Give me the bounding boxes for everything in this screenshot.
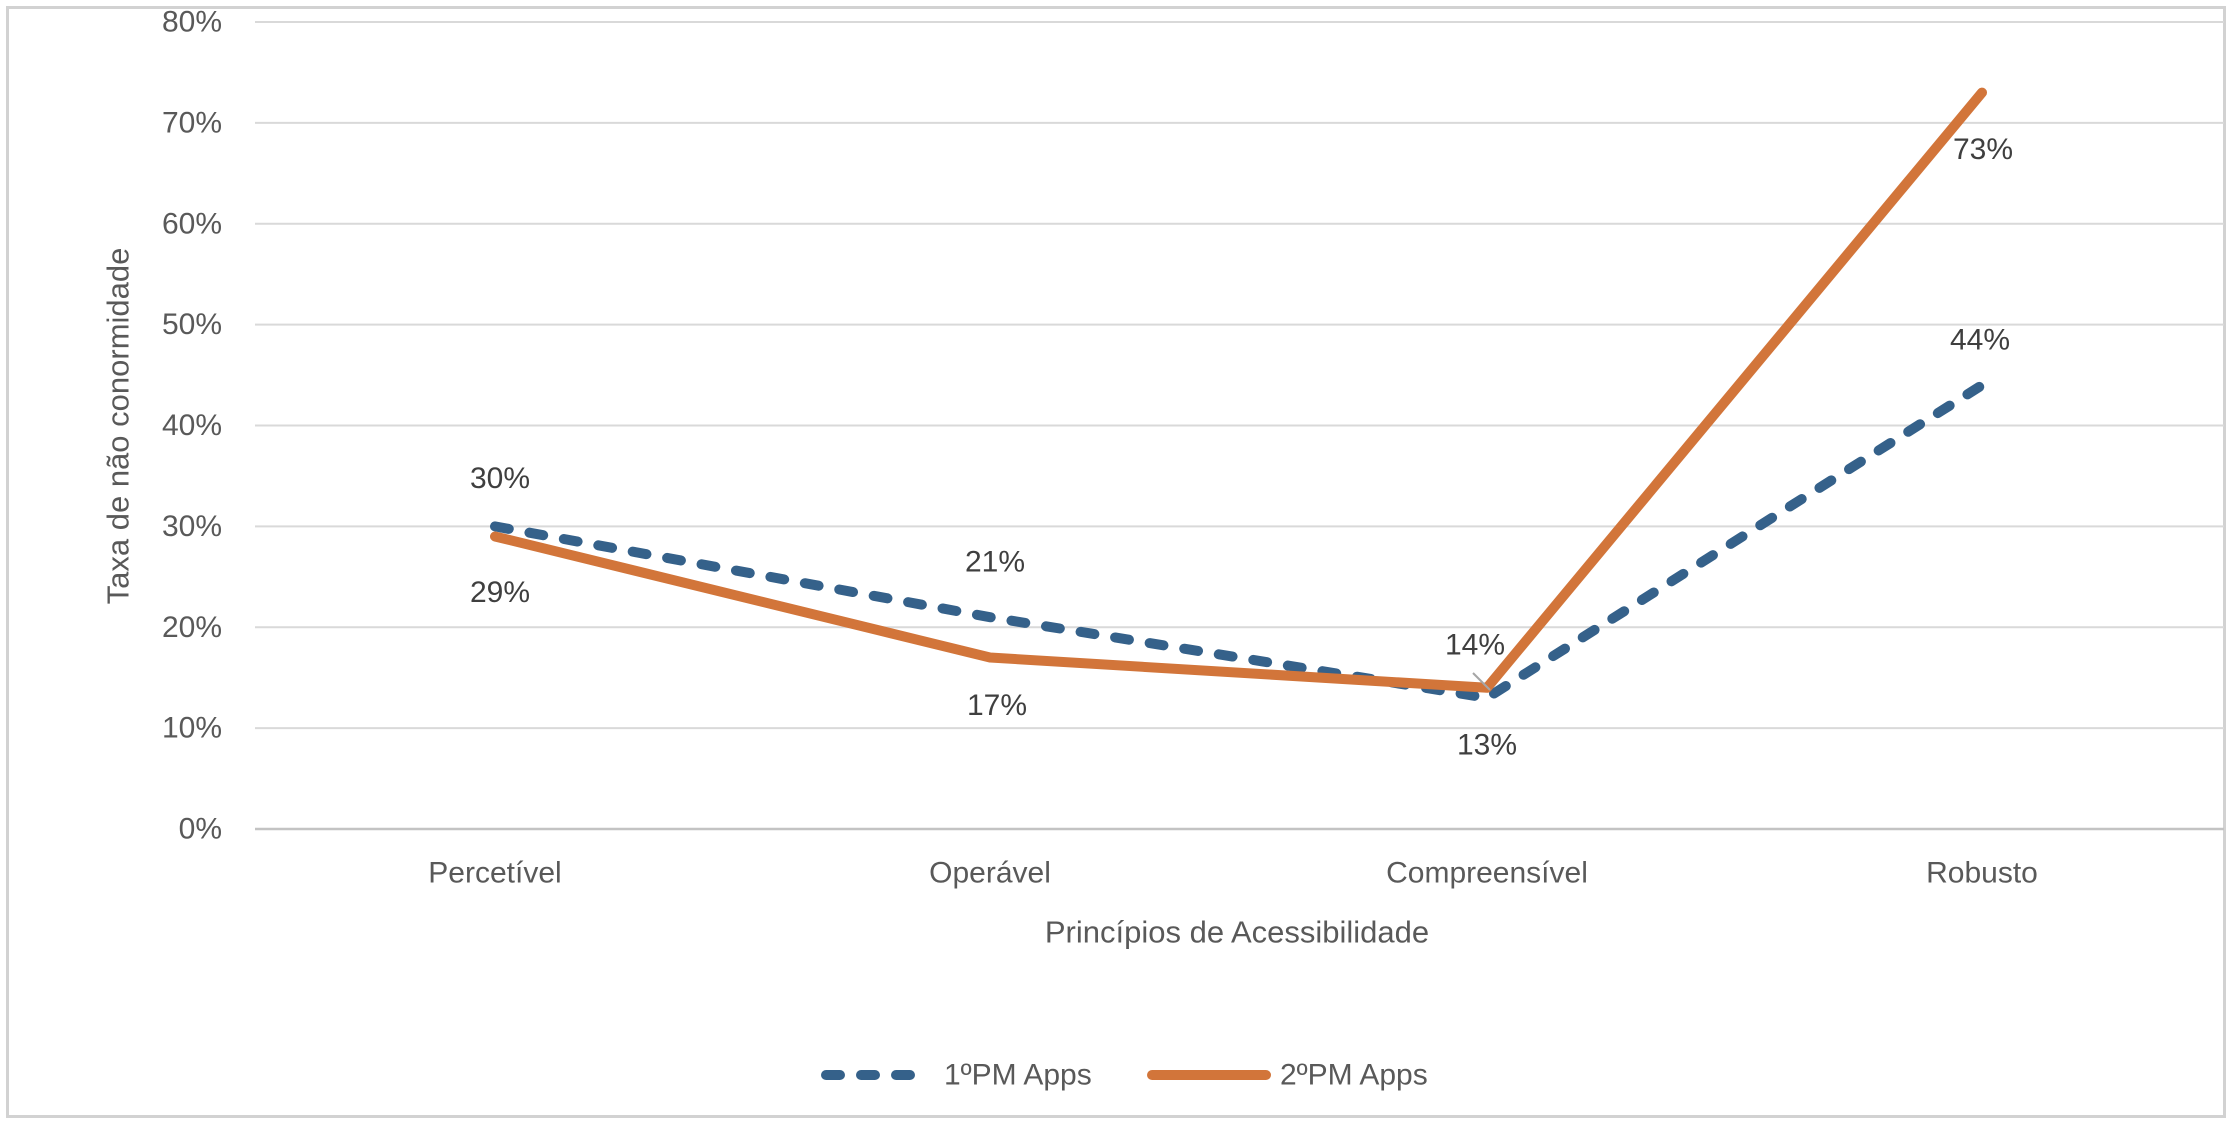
y-tick-label: 80% [162, 6, 222, 39]
x-category-label: Percetível [428, 857, 561, 890]
legend-label-series2: 2ºPM Apps [1280, 1059, 1428, 1092]
data-label: 14% [1445, 628, 1505, 661]
y-axis-title: Taxa de não conormidade [101, 248, 136, 605]
x-category-label: Operável [929, 857, 1051, 890]
data-label: 21% [965, 546, 1025, 579]
series-line-2 [490, 87, 1987, 693]
y-tick-label: 10% [162, 712, 222, 745]
chart-border [6, 6, 2226, 1118]
y-tick-label: 0% [179, 813, 222, 846]
plot-area: 0% 10% 20% 30% 40% 50% 60% 70% 80% Percetível Oper… [162, 6, 2224, 890]
series-line-1 [490, 380, 1987, 703]
data-label: 17% [967, 689, 1027, 722]
data-label: 29% [470, 576, 530, 609]
x-category-label: Robusto [1926, 857, 2038, 890]
data-label: 30% [470, 462, 530, 495]
y-tick-label: 20% [162, 611, 222, 644]
y-tick-label: 40% [162, 409, 222, 442]
y-tick-label: 70% [162, 106, 222, 139]
y-tick-label: 30% [162, 510, 222, 543]
data-label: 13% [1457, 728, 1517, 761]
x-axis-title: Princípios de Acessibilidade [1045, 915, 1429, 950]
x-category-label: Compreensível [1386, 857, 1588, 890]
data-label: 73% [1953, 133, 2013, 166]
y-tick-label: 60% [162, 207, 222, 240]
legend: 1ºPM Apps 2ºPM Apps [821, 1059, 1428, 1092]
y-tick-label: 50% [162, 308, 222, 341]
data-label: 44% [1950, 324, 2010, 357]
data-label-leader-line [1472, 672, 1491, 691]
legend-label-series1: 1ºPM Apps [944, 1059, 1092, 1092]
